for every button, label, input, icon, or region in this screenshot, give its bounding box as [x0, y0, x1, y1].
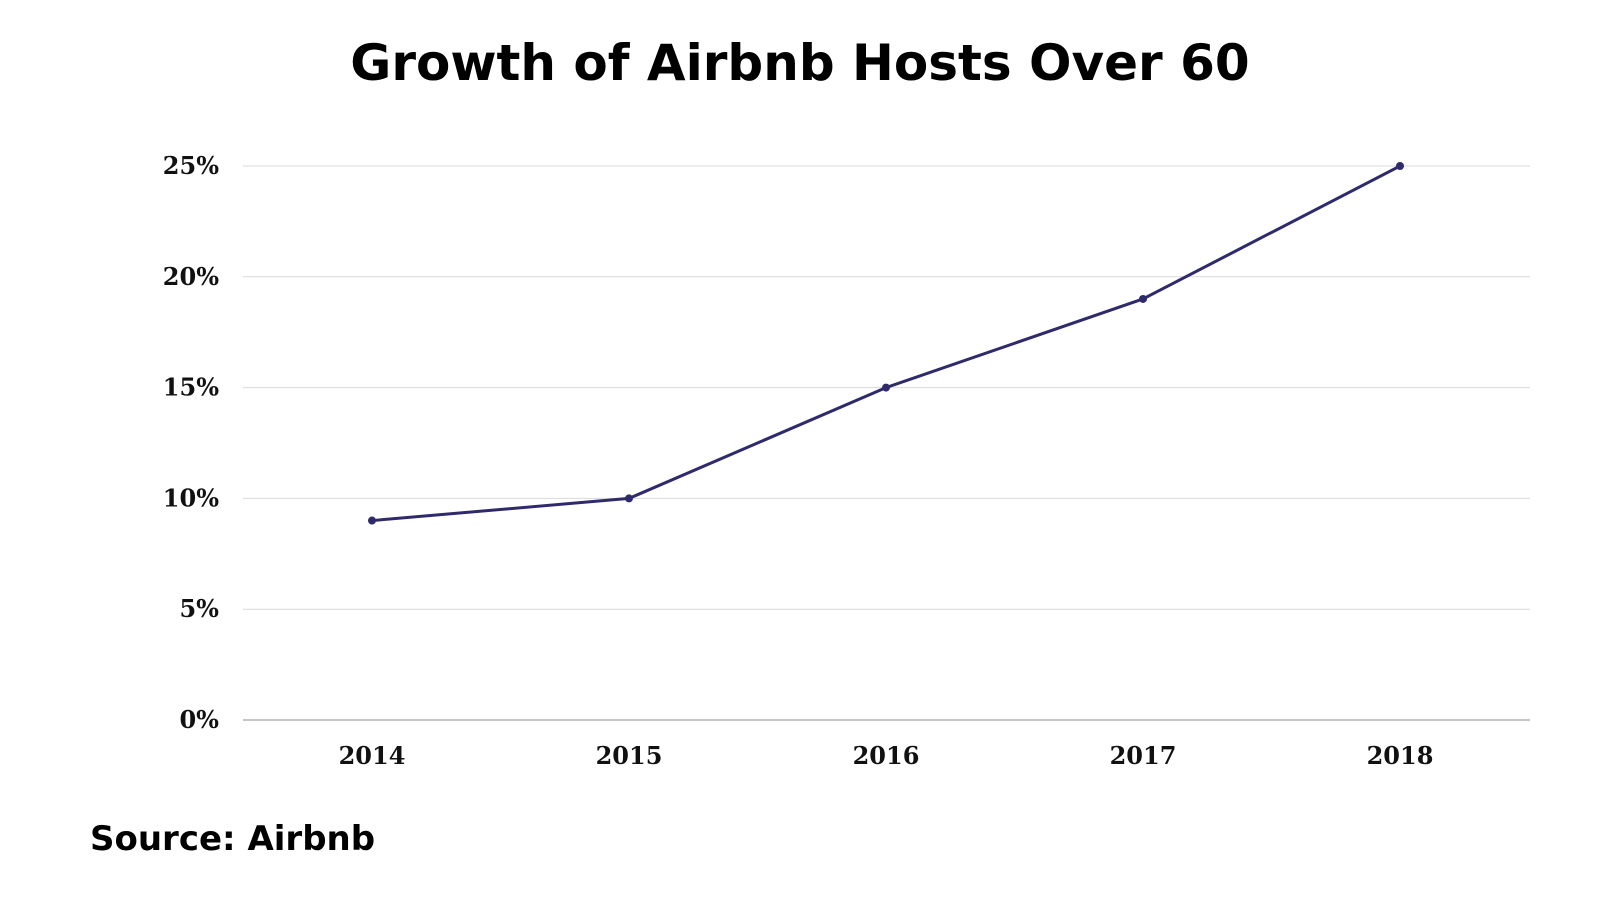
data-point [1396, 162, 1404, 170]
x-axis-ticks: 2014 2015 2016 2017 2018 [339, 741, 1434, 770]
x-tick-label: 2017 [1110, 741, 1177, 770]
data-point [882, 383, 890, 392]
data-point [625, 494, 633, 503]
y-tick-label: 0% [179, 705, 219, 734]
y-tick-label: 20% [163, 262, 219, 291]
y-tick-label: 15% [163, 373, 219, 402]
series-line [370, 164, 1402, 523]
data-point [368, 516, 376, 525]
y-tick-label: 5% [179, 594, 219, 623]
source-note: Source: Airbnb [90, 819, 376, 859]
x-tick-label: 2018 [1367, 741, 1434, 770]
y-tick-label: 10% [163, 483, 219, 512]
x-tick-label: 2015 [596, 741, 663, 770]
x-tick-label: 2014 [339, 741, 406, 770]
y-axis-ticks: 0% 5% 10% 15% 20% 25% [163, 151, 219, 734]
gridlines [243, 165, 1530, 721]
data-point [1139, 294, 1147, 303]
series [368, 162, 1404, 525]
chart-title: Growth of Airbnb Hosts Over 60 [350, 34, 1250, 92]
y-tick-label: 25% [163, 151, 219, 180]
x-tick-label: 2016 [853, 741, 920, 770]
